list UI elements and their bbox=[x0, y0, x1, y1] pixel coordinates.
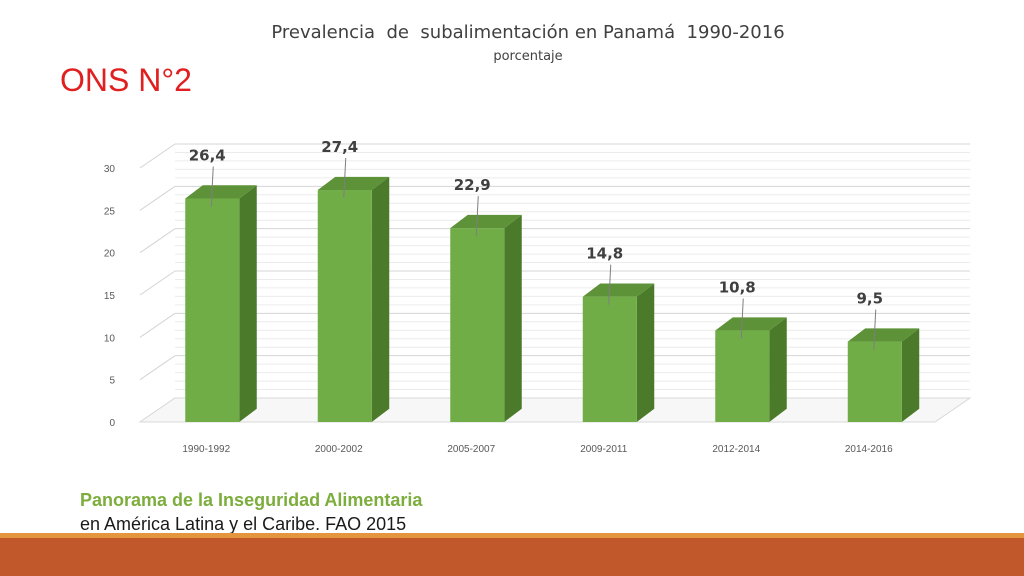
y-tick-label: 20 bbox=[104, 249, 116, 260]
y-axis: 0 5 10 15 20 25 30 bbox=[104, 164, 116, 429]
y-tick-label: 5 bbox=[109, 376, 115, 387]
bar-front bbox=[715, 330, 770, 422]
data-label-leader bbox=[343, 157, 347, 199]
slide-heading: ONS N°2 bbox=[60, 62, 192, 98]
bar-front bbox=[450, 228, 505, 422]
y-tick-label: 15 bbox=[104, 291, 116, 302]
gridline-side bbox=[139, 355, 176, 381]
bar-top bbox=[317, 176, 390, 191]
chart-title: Prevalencia de subalimentación en Panamá… bbox=[271, 22, 785, 43]
bar-top bbox=[450, 214, 522, 229]
data-label-leader bbox=[740, 298, 744, 339]
data-label: 27,4 bbox=[321, 138, 358, 156]
gridline-side bbox=[139, 143, 176, 169]
bar-front bbox=[185, 198, 240, 422]
bar-front bbox=[317, 190, 372, 422]
chart-gridlines bbox=[138, 143, 972, 423]
data-label: 22,9 bbox=[454, 176, 491, 194]
data-label-leader bbox=[608, 264, 612, 305]
bar bbox=[582, 283, 655, 422]
source-citation: en América Latina y el Caribe. FAO 2015 bbox=[80, 514, 407, 534]
gridline-side bbox=[139, 185, 176, 211]
bar bbox=[715, 317, 787, 422]
bar bbox=[450, 214, 522, 422]
x-tick-label: 2000-2002 bbox=[315, 444, 363, 455]
bar-side bbox=[901, 328, 920, 422]
gridline-side bbox=[139, 228, 176, 254]
y-tick-label: 10 bbox=[104, 333, 116, 344]
footer-bar bbox=[0, 538, 1024, 576]
bar-series bbox=[185, 176, 920, 422]
bar-top bbox=[582, 283, 655, 297]
bar-side bbox=[504, 214, 522, 422]
y-tick-label: 0 bbox=[109, 418, 115, 429]
x-axis: 1990-1992 2000-2002 2005-2007 2009-2011 2012… bbox=[182, 444, 893, 455]
x-tick-label: 2012-2014 bbox=[712, 444, 760, 455]
data-label-leader bbox=[475, 196, 479, 237]
data-label-leader bbox=[873, 309, 877, 350]
y-tick-label: 25 bbox=[104, 206, 116, 217]
data-label-leader bbox=[210, 166, 214, 207]
x-tick-label: 2005-2007 bbox=[447, 444, 495, 455]
x-tick-label: 2014-2016 bbox=[845, 444, 893, 455]
chart-floor bbox=[138, 397, 972, 423]
bar-front bbox=[847, 341, 902, 422]
y-tick-label: 30 bbox=[104, 164, 116, 175]
gridline-side bbox=[139, 270, 176, 296]
bar bbox=[185, 185, 257, 422]
data-labels: 26,4 27,4 22,9 14,8 10,8 9,5 bbox=[189, 138, 883, 350]
x-tick-label: 2009-2011 bbox=[580, 444, 628, 455]
source-title: Panorama de la Inseguridad Alimentaria bbox=[80, 490, 423, 510]
data-label: 10,8 bbox=[719, 279, 756, 297]
x-tick-label: 1990-1992 bbox=[182, 444, 230, 455]
bar-top bbox=[847, 328, 920, 342]
data-label: 14,8 bbox=[586, 245, 623, 263]
bar bbox=[847, 328, 920, 422]
chart-subtitle: porcentaje bbox=[493, 49, 563, 64]
bar-front bbox=[582, 296, 637, 422]
bar bbox=[317, 176, 390, 422]
bar-side bbox=[371, 176, 390, 422]
bar-top bbox=[715, 317, 787, 331]
data-label: 26,4 bbox=[189, 146, 226, 164]
bar-side bbox=[769, 317, 787, 422]
bar-side bbox=[239, 185, 257, 422]
bar-chart: 0 5 10 15 20 25 30 26,4 27,4 22,9 14,8 10,8 9,5 199… bbox=[104, 138, 972, 455]
bar-side bbox=[636, 283, 655, 422]
data-label: 9,5 bbox=[856, 290, 883, 308]
bar-top bbox=[185, 185, 257, 199]
footer-stripe bbox=[0, 533, 1024, 538]
gridline-side bbox=[139, 312, 176, 338]
